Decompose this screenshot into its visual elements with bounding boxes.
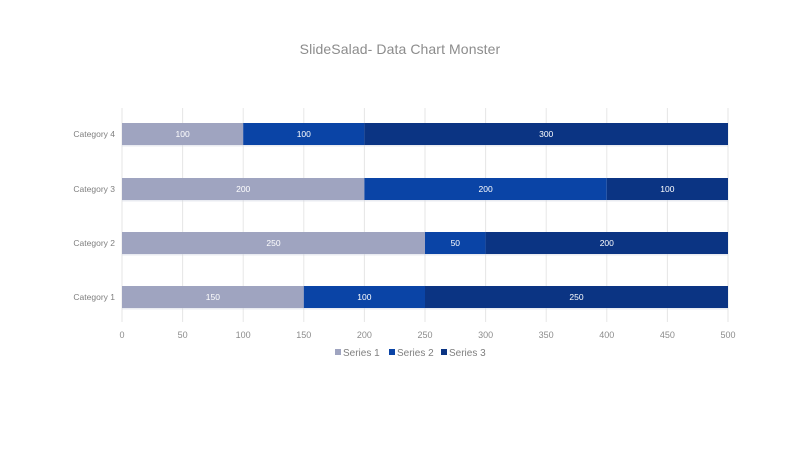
bar — [364, 123, 728, 145]
x-tick-label: 250 — [417, 330, 432, 340]
x-tick-label: 150 — [296, 330, 311, 340]
y-tick-label: Category 2 — [73, 238, 115, 248]
legend: Series 1 Series 2 Series 3 — [335, 348, 486, 359]
x-tick-label: 300 — [478, 330, 493, 340]
bar — [364, 178, 607, 200]
legend-swatch — [335, 349, 341, 355]
data-label: 300 — [539, 129, 553, 139]
data-label: 100 — [660, 184, 674, 194]
bar — [243, 123, 365, 145]
axes: 0 50 100 150 200 250 300 350 400 450 500 Category 1… — [73, 129, 735, 340]
bar — [303, 286, 425, 308]
x-tick-label: 0 — [119, 330, 124, 340]
y-tick-label: Category 4 — [73, 129, 115, 139]
legend-label: Series 1 — [343, 348, 380, 359]
legend-label: Series 3 — [449, 348, 486, 359]
x-tick-label: 450 — [660, 330, 675, 340]
legend-label: Series 2 — [397, 348, 434, 359]
bar — [122, 232, 425, 254]
bar — [425, 286, 728, 308]
data-label: 200 — [479, 184, 493, 194]
x-tick-label: 350 — [539, 330, 554, 340]
data-labels: 150 100 250 250 50 200 200 200 100 100 100 300 — [176, 129, 675, 302]
x-tick-label: 200 — [357, 330, 372, 340]
bar — [122, 286, 304, 308]
data-label: 250 — [569, 292, 583, 302]
y-tick-label: Category 3 — [73, 184, 115, 194]
bar — [122, 123, 244, 145]
bar — [425, 232, 486, 254]
data-label: 200 — [600, 238, 614, 248]
bar — [606, 178, 728, 200]
data-label: 150 — [206, 292, 220, 302]
data-label: 250 — [266, 238, 280, 248]
data-label: 50 — [451, 238, 461, 248]
x-tick-label: 500 — [720, 330, 735, 340]
data-label: 200 — [236, 184, 250, 194]
bar — [122, 178, 365, 200]
y-tick-label: Category 1 — [73, 292, 115, 302]
bars — [122, 123, 728, 310]
data-label: 100 — [357, 292, 371, 302]
data-label: 100 — [297, 129, 311, 139]
chart-title: SlideSalad- Data Chart Monster — [299, 41, 501, 57]
legend-swatch — [441, 349, 447, 355]
bar — [485, 232, 728, 254]
x-tick-label: 400 — [599, 330, 614, 340]
x-tick-label: 50 — [178, 330, 188, 340]
x-tick-label: 100 — [236, 330, 251, 340]
data-label: 100 — [176, 129, 190, 139]
legend-swatch — [389, 349, 395, 355]
